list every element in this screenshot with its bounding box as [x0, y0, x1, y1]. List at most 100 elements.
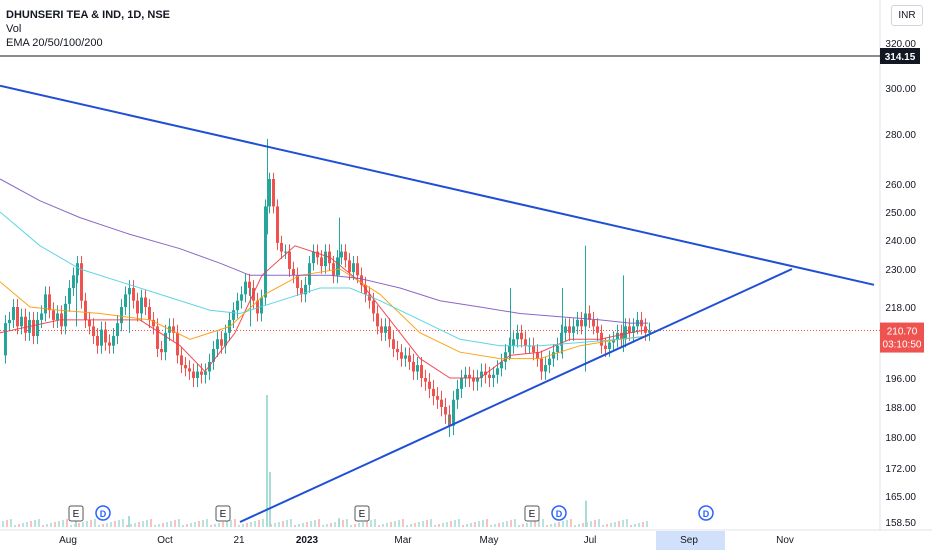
- bar-countdown-label: 03:10:50: [883, 340, 922, 351]
- volume-bar: [414, 523, 416, 527]
- volume-bar: [170, 521, 172, 527]
- high-price-badge: [880, 48, 920, 64]
- candle-body: [120, 307, 123, 324]
- candle-body: [292, 269, 295, 276]
- volume-bar: [438, 524, 440, 527]
- dividend-marker[interactable]: [698, 505, 714, 521]
- candle-body: [160, 348, 163, 353]
- volume-bar: [238, 525, 240, 527]
- volume-bar: [78, 523, 80, 527]
- candle-body: [316, 251, 319, 258]
- candle-body: [408, 355, 411, 362]
- candle-body: [428, 381, 431, 389]
- volume-bar: [514, 519, 516, 527]
- volume-bar: [98, 525, 100, 527]
- dividend-marker[interactable]: [551, 505, 567, 521]
- volume-bar: [502, 522, 504, 527]
- volume-bar: [594, 520, 596, 527]
- volume-bar: [10, 519, 12, 527]
- candle-body: [72, 275, 75, 288]
- volume-bar: [590, 521, 592, 527]
- candle-body: [544, 365, 547, 372]
- time-tick-label: Jul: [584, 535, 597, 546]
- candle-body: [56, 313, 59, 320]
- volume-bar: [618, 521, 620, 527]
- volume-bar: [298, 524, 300, 527]
- price-tick-label: 250.00: [885, 208, 916, 219]
- candle-body: [136, 300, 139, 314]
- volume-indicator-label[interactable]: Vol: [6, 23, 22, 35]
- volume-bar: [158, 524, 160, 527]
- time-tick-label: Oct: [157, 535, 173, 546]
- candle-body: [180, 355, 183, 366]
- candle-body: [208, 361, 211, 372]
- volume-bar: [190, 523, 192, 527]
- volume-bar: [258, 520, 260, 527]
- volume-bar: [194, 522, 196, 527]
- volume-bar: [254, 521, 256, 527]
- candle-body: [196, 371, 199, 378]
- candle-body: [492, 374, 495, 378]
- candle-body: [396, 348, 399, 353]
- trendline-upper[interactable]: [0, 84, 875, 286]
- price-tick-label: 300.00: [885, 84, 916, 95]
- candle-body: [436, 396, 439, 400]
- volume-bar: [398, 520, 400, 527]
- candle-body: [504, 352, 507, 362]
- volume-bar: [66, 519, 68, 527]
- volume-bar: [638, 523, 640, 527]
- volume-bar: [202, 520, 204, 527]
- candle-body: [100, 329, 103, 346]
- symbol-title[interactable]: DHUNSERI TEA & IND, 1D, NSE: [6, 9, 171, 21]
- candle-body: [220, 339, 223, 346]
- candle-body: [284, 251, 287, 253]
- candle-body: [480, 371, 483, 378]
- volume-bar: [442, 523, 444, 527]
- volume-bar: [358, 523, 360, 527]
- candle-body: [500, 361, 503, 369]
- earnings-marker[interactable]: [354, 505, 370, 522]
- candle-body: [440, 399, 443, 407]
- volume-bar: [338, 518, 340, 527]
- price-tick-label: 218.00: [885, 303, 916, 314]
- candle-body: [276, 206, 279, 243]
- earnings-marker[interactable]: [68, 505, 84, 522]
- candle-body: [36, 319, 39, 337]
- candle-body: [288, 251, 291, 269]
- volume-bar: [210, 525, 212, 527]
- candle-body: [388, 326, 391, 340]
- candle-body: [4, 323, 7, 356]
- candle-body: [296, 275, 299, 288]
- earnings-marker[interactable]: [215, 505, 231, 522]
- volume-bar: [426, 520, 428, 527]
- trendline-lower[interactable]: [239, 268, 793, 523]
- candle-body: [380, 326, 383, 333]
- currency-selector[interactable]: INR: [891, 5, 923, 26]
- volume-bar: [402, 519, 404, 527]
- ema-indicator-label[interactable]: EMA 20/50/100/200: [6, 37, 103, 49]
- candle-body: [524, 339, 527, 346]
- dividend-marker[interactable]: [95, 505, 111, 521]
- volume-bar: [486, 519, 488, 527]
- candle-body: [452, 399, 455, 426]
- candle-body: [632, 326, 635, 333]
- candle-body: [572, 326, 575, 333]
- volume-bar: [602, 525, 604, 527]
- earnings-marker[interactable]: [524, 505, 540, 522]
- volume-bar: [558, 522, 560, 527]
- price-tick-label: 158.50: [885, 518, 916, 529]
- volume-bar: [186, 524, 188, 527]
- volume-bar: [282, 521, 284, 527]
- time-tick-label: Sep: [680, 535, 698, 546]
- time-tick-label: Mar: [394, 535, 412, 546]
- volume-bar: [26, 522, 28, 527]
- candle-body: [456, 388, 459, 400]
- candle-body: [272, 179, 275, 207]
- volume-bar: [566, 520, 568, 527]
- candle-body: [620, 332, 623, 340]
- volume-bar: [490, 525, 492, 527]
- volume-bar: [114, 521, 116, 527]
- volume-bar: [350, 525, 352, 527]
